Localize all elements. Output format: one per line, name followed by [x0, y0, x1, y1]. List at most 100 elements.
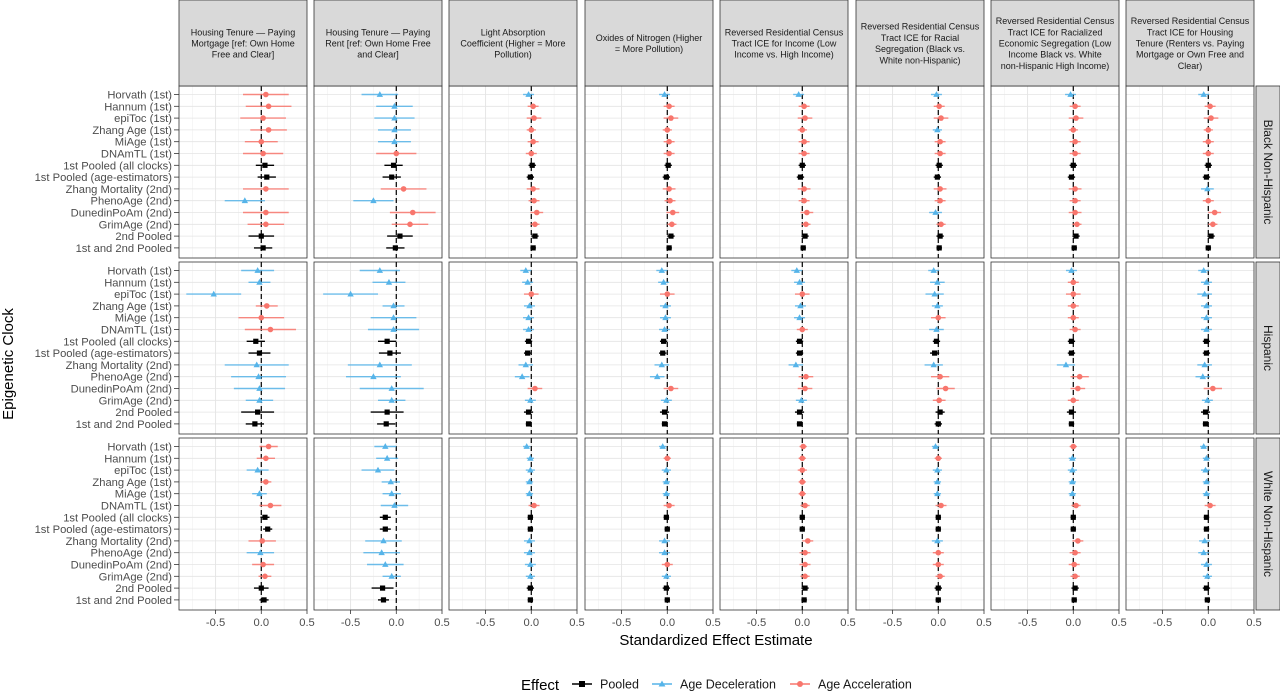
estimate-mark — [661, 421, 668, 427]
estimate-mark — [260, 479, 272, 485]
estimate-mark — [933, 490, 942, 497]
acceleration-point — [668, 115, 674, 121]
acceleration-point — [528, 150, 535, 157]
estimate-mark — [798, 373, 814, 380]
deceleration-point — [525, 326, 532, 332]
estimate-mark — [799, 526, 806, 532]
estimate-mark — [795, 350, 804, 356]
clock-label: 1st Pooled (age-estimators) — [35, 524, 173, 536]
x-tick-label: -0.5 — [341, 617, 360, 629]
estimate-mark — [935, 409, 945, 415]
clock-label: Horvath (1st) — [107, 266, 172, 278]
acceleration-point — [1205, 127, 1212, 133]
panel — [855, 85, 985, 259]
panel — [990, 261, 1120, 435]
estimate-mark — [524, 561, 536, 567]
estimate-mark — [379, 514, 391, 520]
estimate-mark — [1068, 127, 1078, 133]
acceleration-point — [799, 127, 806, 133]
acceleration-point — [937, 573, 943, 580]
clock-label: epiToc (1st) — [114, 113, 172, 125]
estimate-mark — [1199, 537, 1211, 544]
estimate-mark — [933, 115, 949, 121]
group-strip-label: White Non-Hispanic — [1261, 471, 1275, 577]
panel-bg — [179, 438, 307, 610]
estimate-mark — [527, 138, 539, 145]
clock-label: DNAmTL (1st) — [101, 325, 172, 337]
acceleration-point — [800, 443, 806, 450]
clock-label: 1st Pooled (age-estimators) — [35, 348, 173, 360]
estimate-mark — [662, 585, 671, 591]
estimate-mark — [662, 490, 671, 497]
panel-border — [990, 437, 1120, 611]
acceleration-point — [666, 502, 672, 509]
panel-border — [448, 261, 578, 435]
panel — [178, 261, 308, 435]
estimate-mark — [798, 150, 810, 157]
pooled-point — [384, 338, 390, 344]
pooled-point — [525, 338, 532, 344]
acceleration-point — [533, 209, 540, 216]
deceleration-point — [378, 549, 385, 556]
estimate-mark — [930, 373, 950, 380]
acceleration-point — [409, 209, 416, 216]
clock-label: Zhang Age (1st) — [92, 301, 172, 313]
estimate-mark — [935, 514, 942, 520]
panel-bg — [449, 86, 577, 258]
estimate-mark — [530, 245, 536, 251]
pooled-point — [387, 350, 393, 356]
estimate-mark — [794, 302, 806, 309]
acceleration-point — [1072, 150, 1078, 157]
estimate-mark — [659, 291, 675, 297]
clock-label: Zhang Age (1st) — [92, 125, 172, 137]
estimate-mark — [1202, 138, 1214, 145]
group-strip-bg — [1255, 261, 1280, 435]
estimate-mark — [933, 186, 947, 192]
deceleration-point — [661, 91, 668, 97]
pooled-point — [530, 245, 536, 251]
acceleration-point — [669, 209, 676, 216]
deceleration-point — [210, 290, 217, 297]
pooled-point — [796, 421, 803, 427]
estimate-mark — [378, 338, 397, 344]
deceleration-point — [254, 267, 261, 273]
x-axis-title: Standardized Effect Estimate — [619, 632, 812, 649]
acceleration-point — [263, 186, 269, 192]
acceleration-point — [1071, 561, 1077, 568]
estimate-mark — [1200, 466, 1211, 473]
estimate-mark — [257, 174, 276, 180]
panel — [313, 85, 443, 259]
acceleration-point — [1210, 221, 1216, 228]
acceleration-point — [664, 561, 671, 568]
estimate-mark — [797, 467, 807, 473]
legend-square-swatch — [579, 681, 585, 687]
pooled-point — [934, 174, 940, 180]
acceleration-point — [666, 150, 672, 157]
acceleration-point — [530, 186, 536, 192]
pooled-point — [382, 526, 388, 532]
estimate-mark — [245, 396, 274, 403]
acceleration-point — [1070, 314, 1077, 321]
clock-label: GrimAge (2nd) — [99, 395, 173, 407]
estimate-mark — [1200, 561, 1212, 567]
estimate-mark — [1204, 502, 1216, 509]
x-tick-label: -0.5 — [1018, 617, 1037, 629]
clock-label: 1st Pooled (all clocks) — [63, 336, 172, 348]
acceleration-point — [1070, 303, 1077, 309]
estimate-mark — [934, 150, 946, 157]
panel — [1125, 85, 1255, 259]
deceleration-point — [382, 443, 389, 449]
exposure-strip-label: Light Absorption Coefficient (Higher = Mo… — [460, 27, 565, 59]
exposure-strip: Reversed Residential Census Tract ICE for… — [1125, 0, 1255, 87]
panel — [448, 85, 578, 259]
panel-border — [313, 261, 443, 435]
deceleration-point — [527, 396, 534, 403]
estimate-mark — [1202, 174, 1211, 180]
clock-label: PhenoAge (2nd) — [91, 548, 173, 560]
pooled-point — [663, 174, 669, 180]
pooled-point — [661, 409, 668, 415]
estimate-mark — [930, 350, 940, 356]
estimate-mark — [798, 162, 806, 168]
x-tick-label: 0.0 — [931, 617, 947, 629]
exposure-strip: Housing Tenure — Paying Mortgage [ref: Ow… — [178, 0, 308, 87]
